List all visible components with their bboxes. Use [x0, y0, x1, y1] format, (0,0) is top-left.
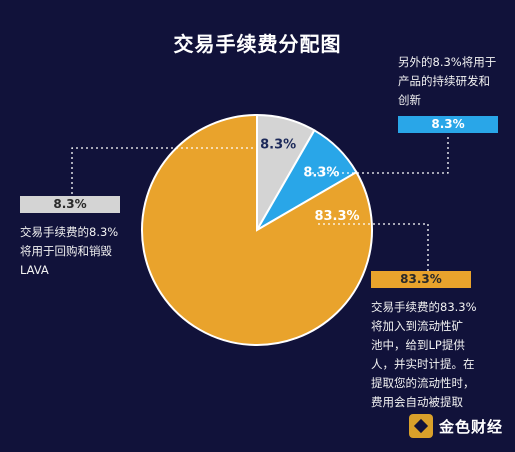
- slice-label: 8.3%: [303, 165, 339, 180]
- legend-bar-blue: 8.3%: [398, 116, 498, 133]
- chart-title: 交易手续费分配图: [173, 32, 342, 56]
- callout-text-grey: 交易手续费的8.3% 将用于回购和销毁 LAVA: [20, 225, 119, 277]
- jinse-logo-icon: [408, 414, 433, 438]
- watermark-text: 金色财经: [438, 417, 503, 436]
- leader-line-gold: [318, 223, 429, 271]
- leader-line-blue: [312, 134, 449, 174]
- callout-text-gold: 交易手续费的83.3% 将加入到流动性矿 池中，给到LP提供 人，并实时计提。在…: [371, 300, 477, 409]
- callout-text-blue: 另外的8.3%将用于 产品的持续研发和 创新: [398, 55, 497, 107]
- legend-bar-gold: 83.3%: [371, 271, 471, 288]
- slice-label: 83.3%: [314, 209, 359, 224]
- leader-line-grey: [71, 147, 258, 196]
- slice-label: 8.3%: [260, 137, 296, 152]
- watermark: 金色财经: [408, 414, 503, 438]
- legend-bar-grey: 8.3%: [20, 196, 120, 213]
